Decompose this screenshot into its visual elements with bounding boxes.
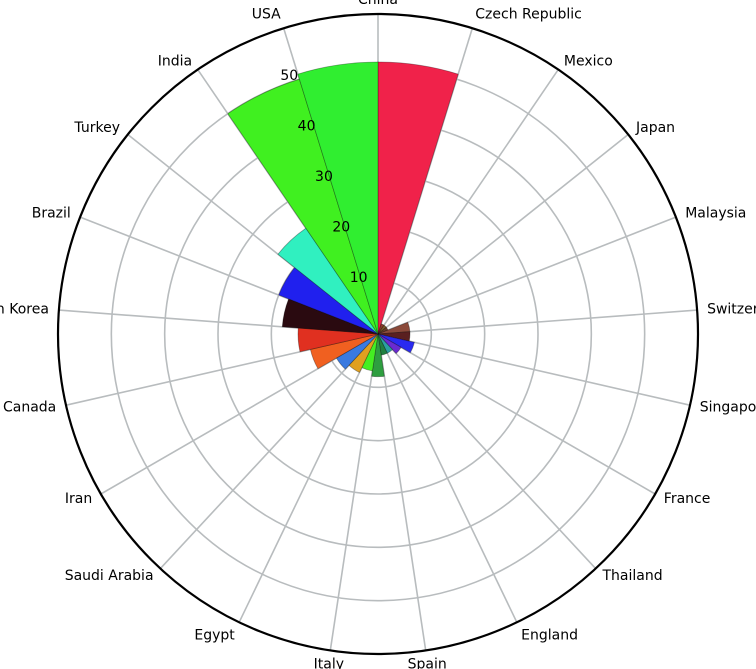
r-tick-label: 10 xyxy=(350,270,368,286)
bar xyxy=(377,61,459,335)
grid-spoke xyxy=(377,333,656,495)
bar xyxy=(377,333,394,354)
bar xyxy=(309,333,379,370)
category-label: Mexico xyxy=(564,53,613,69)
grid-spoke xyxy=(377,216,677,335)
r-tick-label: 20 xyxy=(332,219,350,235)
polar-frame xyxy=(56,12,700,656)
grid-spoke xyxy=(377,133,629,335)
bar xyxy=(377,326,389,335)
r-tick-label: 30 xyxy=(315,169,333,185)
category-label: China xyxy=(358,0,398,8)
category-label: Turkey xyxy=(73,120,120,136)
r-tick-label: 40 xyxy=(298,119,316,135)
bar xyxy=(371,333,385,378)
bar xyxy=(377,333,388,356)
category-label: Czech Republic xyxy=(475,7,582,23)
category-label: India xyxy=(158,53,192,69)
grid-spoke xyxy=(329,333,379,651)
bar xyxy=(377,333,415,354)
category-label: Egypt xyxy=(194,627,235,643)
bar xyxy=(281,298,379,335)
grid-spoke xyxy=(377,333,691,406)
grid-spoke xyxy=(159,333,379,570)
bar xyxy=(297,327,379,353)
category-label: South Korea xyxy=(0,301,49,317)
grid-spoke xyxy=(377,333,597,570)
category-label: Switzerland xyxy=(707,301,756,317)
bar xyxy=(297,61,379,335)
category-label: Italy xyxy=(314,656,344,669)
bar xyxy=(377,324,387,335)
category-label: Saudi Arabia xyxy=(65,568,154,584)
category-label: Japan xyxy=(635,120,675,136)
bar xyxy=(377,323,385,335)
grid-spoke xyxy=(238,333,379,623)
category-label: USA xyxy=(252,7,281,23)
grid-spoke xyxy=(377,309,698,335)
category-label: Malaysia xyxy=(685,205,746,221)
category-label: Singapore xyxy=(700,399,756,415)
grid-spoke xyxy=(100,333,379,495)
bar xyxy=(348,333,379,373)
bar xyxy=(227,78,379,335)
category-label: Iran xyxy=(65,491,92,507)
category-label: Brazil xyxy=(32,205,71,221)
bar xyxy=(278,266,379,335)
r-tick-label: 50 xyxy=(280,68,298,84)
bar xyxy=(377,331,411,342)
category-label: Thailand xyxy=(601,568,662,584)
bar xyxy=(377,321,411,335)
bar xyxy=(361,333,379,372)
grid-spoke xyxy=(377,333,518,623)
bar xyxy=(377,333,402,355)
bar xyxy=(335,333,379,370)
category-label: France xyxy=(664,491,711,507)
grid-spoke xyxy=(377,69,559,335)
category-label: Canada xyxy=(3,399,56,415)
category-label: England xyxy=(521,627,578,643)
grid-spoke xyxy=(377,333,427,651)
bar xyxy=(277,227,379,335)
category-label: Spain xyxy=(408,656,447,669)
